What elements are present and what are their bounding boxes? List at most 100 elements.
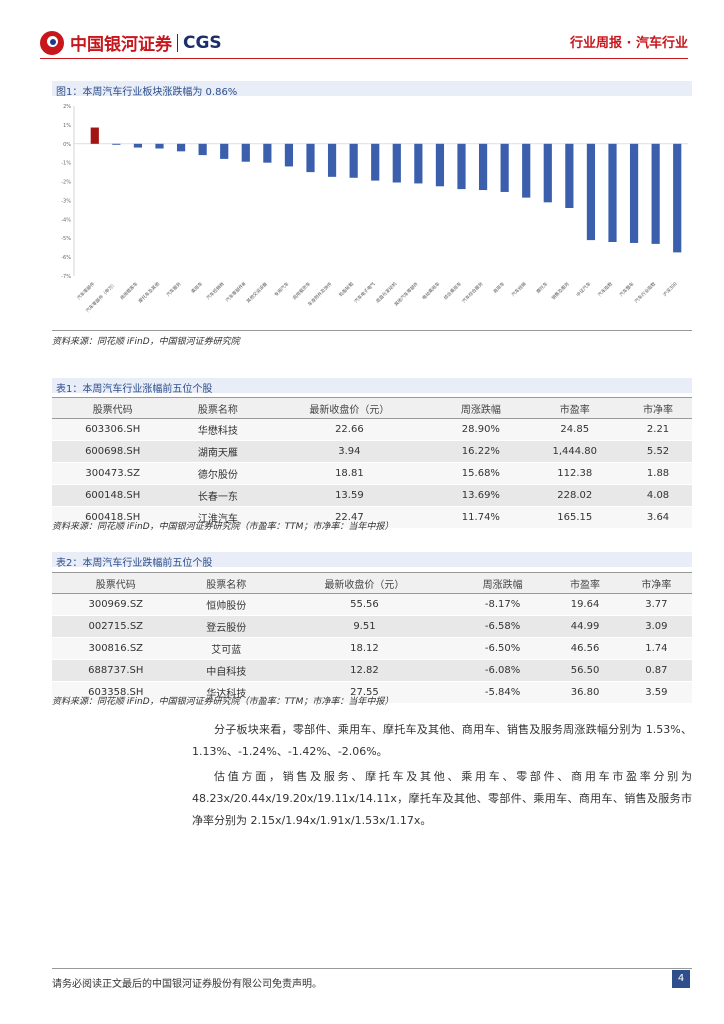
logo-en-text: CGS — [183, 32, 222, 53]
table2-header-2: 最新收盘价（元） — [273, 572, 456, 594]
bar — [371, 143, 380, 181]
table-cell: 艾可蓝 — [179, 637, 274, 660]
figure1-caption-bg — [52, 81, 692, 96]
table-cell: 恒帅股份 — [179, 593, 274, 616]
table-cell: 603306.SH — [52, 418, 174, 441]
bar — [565, 143, 574, 208]
paragraph-2-text: 估值方面，销售及服务、摩托车及其他、乘用车、零部件、商用车市盈率分别为 48.2… — [192, 770, 692, 827]
x-tick-label: 汽车电子电气 — [353, 280, 377, 304]
table-cell: -6.50% — [455, 637, 550, 660]
y-tick-label: 1% — [63, 123, 71, 129]
paragraph-subsector-change: 分子板块来看，零部件、乘用车、摩托车及其他、商用车、销售及服务周涨跌幅分别为 1… — [192, 719, 692, 763]
table-cell: 300473.SZ — [52, 462, 174, 485]
table-cell: 22.47 — [262, 506, 437, 529]
table2-source: 资料来源：同花顺 iFinD，中国银河证券研究院（市盈率：TTM；市净率：当年中… — [52, 697, 394, 707]
bar — [284, 143, 294, 167]
x-tick-label: 电动乘用车 — [420, 280, 441, 301]
table-cell: 3.77 — [620, 593, 692, 616]
bar — [586, 143, 596, 241]
table-row: 600418.SH 江淮汽车 22.47 11.74% 165.15 3.64 — [52, 506, 692, 529]
bar — [176, 143, 186, 152]
x-tick-label: 商用车 — [492, 280, 507, 295]
table-cell: 12.82 — [273, 659, 456, 682]
x-tick-label: 沪深300 — [661, 280, 678, 297]
table1-caption-bg — [52, 378, 692, 393]
bar — [673, 143, 682, 253]
header-divider — [40, 58, 688, 59]
bar — [522, 143, 531, 198]
bar — [220, 143, 229, 159]
bar — [543, 143, 552, 203]
bar — [306, 143, 315, 173]
table-cell: 2.21 — [624, 418, 692, 441]
x-tick-label: 其他交运设备 — [245, 280, 269, 304]
table-cell: 4.08 — [624, 484, 692, 507]
y-tick-label: -3% — [61, 198, 71, 204]
y-tick-label: -6% — [61, 255, 71, 261]
paragraph-1-text: 分子板块来看，零部件、乘用车、摩托车及其他、商用车、销售及服务周涨跌幅分别为 1… — [192, 723, 692, 758]
table-cell: 长春一东 — [173, 484, 263, 507]
logo-cn-text: 中国银河证券 — [70, 35, 172, 55]
x-tick-label: 汽车经销 — [510, 280, 528, 298]
table-cell: 56.50 — [549, 659, 621, 682]
table-cell: 165.15 — [525, 506, 625, 529]
table1-caption: 表1：本周汽车行业涨幅前五位个股 — [56, 384, 213, 395]
table-row: 600148.SH 长春一东 13.59 13.69% 228.02 4.08 — [52, 484, 692, 507]
x-tick-label: 中证汽车 — [575, 280, 593, 298]
table-cell: 3.59 — [620, 681, 692, 704]
x-tick-label: 销售及服务 — [550, 280, 571, 301]
table-cell: 228.02 — [525, 484, 625, 507]
table2-caption-bg — [52, 552, 692, 567]
table1-header-2: 最新收盘价（元） — [262, 397, 437, 419]
table-row: 600698.SH 湖南天雁 3.94 16.22% 1,444.80 5.52 — [52, 440, 692, 463]
bar — [435, 143, 445, 187]
table-cell: 3.09 — [620, 615, 692, 638]
table-cell: 德尔股份 — [173, 462, 263, 485]
table-cell: 44.99 — [549, 615, 621, 638]
table-cell: 112.38 — [525, 462, 625, 485]
table1-header-4: 市盈率 — [525, 397, 625, 419]
table-cell: 中自科技 — [179, 659, 274, 682]
x-tick-label: 汽车整车 — [618, 280, 636, 298]
table-cell: 28.90% — [436, 418, 526, 441]
table-cell: 19.64 — [549, 593, 621, 616]
y-tick-label: 0% — [63, 142, 71, 148]
x-tick-label: 综合乘用车 — [442, 280, 463, 301]
bar — [478, 143, 488, 191]
table2-header-4: 市盈率 — [549, 572, 621, 594]
table2-caption: 表2：本周汽车行业跌幅前五位个股 — [56, 558, 213, 569]
table1-header-1: 股票名称 — [173, 397, 263, 419]
bar — [241, 143, 250, 162]
table-cell: 3.64 — [624, 506, 692, 529]
x-tick-label: 汽车零部件 — [75, 280, 96, 301]
x-tick-label: 汽车零部件Ⅲ — [224, 280, 247, 303]
x-tick-label: 汽车综合服务 — [460, 280, 484, 304]
table-cell: 0.87 — [620, 659, 692, 682]
bar — [155, 143, 164, 149]
x-tick-label: 专用汽车 — [273, 280, 291, 298]
bar — [500, 143, 509, 192]
table-row: 603358.SH 华达科技 27.55 -5.84% 36.80 3.59 — [52, 681, 692, 704]
table2-header-1: 股票名称 — [179, 572, 274, 594]
bar — [349, 143, 358, 178]
x-tick-label: 轮胎轮毂 — [337, 280, 355, 298]
table-cell: 600418.SH — [52, 506, 174, 529]
table-cell: 688737.SH — [52, 659, 180, 682]
bar — [327, 143, 337, 177]
table-row: 002715.SZ 登云股份 9.51 -6.58% 44.99 3.09 — [52, 615, 692, 638]
table-cell: 55.56 — [273, 593, 456, 616]
y-tick-label: -2% — [61, 180, 71, 186]
table-cell: 湖南天雁 — [173, 440, 263, 463]
table-cell: 22.66 — [262, 418, 437, 441]
y-tick-label: -1% — [61, 161, 71, 167]
table2-header-3: 周涨跌幅 — [455, 572, 550, 594]
figure1-chart: 2% 1% 0% -1% -2% -3% -4% -5% -6% -7% 汽车零部件 汽车零部件（申万… — [52, 96, 692, 328]
footer-divider — [52, 968, 692, 969]
table-cell: 603358.SH — [52, 681, 180, 704]
table1-source: 资料来源：同花顺 iFinD，中国银河证券研究院（市盈率：TTM；市净率：当年中… — [52, 522, 394, 532]
y-tick-label: -5% — [61, 236, 71, 242]
table2-header-5: 市净率 — [620, 572, 692, 594]
page-number: 4 — [672, 970, 690, 988]
table2-header-row: 股票代码 股票名称 最新收盘价（元） 周涨跌幅 市盈率 市净率 — [52, 572, 692, 594]
table-cell: 登云股份 — [179, 615, 274, 638]
